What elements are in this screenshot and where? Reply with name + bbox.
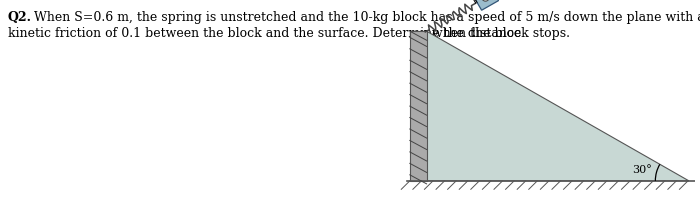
Bar <box>410 31 426 181</box>
Circle shape <box>482 0 489 1</box>
Text: 30°: 30° <box>631 165 652 175</box>
Text: kinetic friction of 0.1 between the block and the surface. Determine the distanc: kinetic friction of 0.1 between the bloc… <box>8 27 525 40</box>
Text: when the block stops.: when the block stops. <box>428 27 570 40</box>
Text: When S=0.6 m, the spring is unstretched and the 10-kg block has a speed of 5 m/s: When S=0.6 m, the spring is unstretched … <box>30 11 700 24</box>
Polygon shape <box>473 0 498 10</box>
Text: Q2.: Q2. <box>8 11 32 24</box>
Polygon shape <box>426 31 689 181</box>
Text: s: s <box>422 27 428 40</box>
